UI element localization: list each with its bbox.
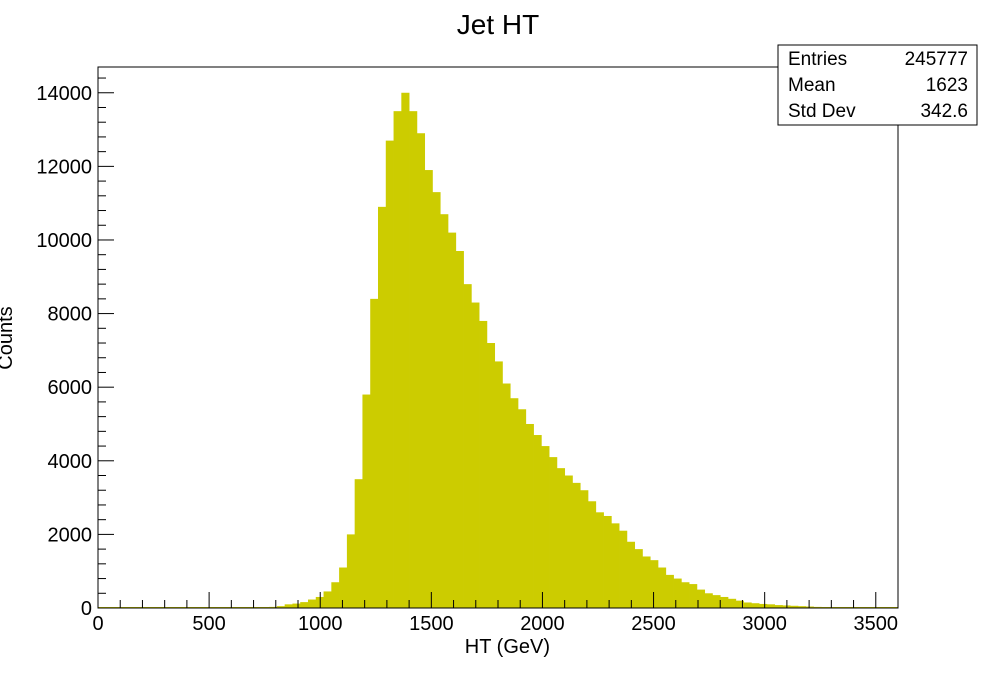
- histogram-bar: [424, 170, 433, 609]
- histogram-bar: [269, 606, 278, 608]
- histogram-bar: [432, 192, 441, 608]
- stats-label: Mean: [788, 75, 836, 96]
- stats-value: 342.6: [920, 101, 968, 122]
- x-axis-label: HT (GeV): [465, 636, 550, 658]
- stats-label: Entries: [788, 49, 847, 70]
- histogram-bar: [720, 596, 729, 608]
- chart-title: Jet HT: [457, 9, 539, 40]
- histogram-bar: [502, 383, 511, 608]
- y-tick-label: 12000: [36, 156, 92, 178]
- x-tick-label: 1500: [409, 613, 454, 635]
- histogram-bar: [401, 92, 410, 608]
- stats-label: Std Dev: [788, 101, 856, 122]
- histogram-bar: [572, 482, 581, 608]
- histogram-bar: [805, 606, 814, 608]
- histogram-bar: [370, 298, 379, 608]
- y-axis-label: Counts: [0, 306, 17, 369]
- histogram-bar: [611, 523, 620, 608]
- histogram-bar: [774, 605, 783, 608]
- x-tick-label: 2000: [520, 613, 565, 635]
- y-tick-label: 2000: [48, 524, 93, 546]
- histogram-bar: [712, 595, 721, 608]
- y-tick-label: 0: [81, 598, 92, 620]
- histogram-bar: [634, 549, 643, 608]
- histogram-bar: [284, 604, 293, 608]
- histogram-bar: [626, 541, 636, 608]
- histogram-bar: [556, 468, 566, 608]
- histogram-bar: [541, 446, 550, 608]
- histogram-bar: [766, 604, 776, 608]
- histogram-bar: [463, 284, 472, 608]
- y-tick-label: 6000: [48, 377, 93, 399]
- histogram-bar: [440, 214, 449, 608]
- y-tick-label: 8000: [48, 304, 93, 326]
- histogram-bar: [790, 605, 799, 608]
- stats-value: 245777: [905, 49, 968, 70]
- x-tick-label: 3000: [742, 613, 787, 635]
- y-axis-ticks: 0 2000 4000 6000 8000 10000 12000 14000: [36, 77, 114, 620]
- histogram-bar: [696, 589, 706, 608]
- histogram-bar: [448, 232, 457, 609]
- histogram-bar: [385, 140, 394, 609]
- y-tick-label: 14000: [36, 83, 92, 105]
- x-tick-label: 3500: [854, 613, 899, 635]
- histogram-bar: [362, 394, 371, 608]
- histogram-bar: [595, 512, 604, 608]
- histogram-bar: [751, 603, 760, 608]
- histogram-bar: [728, 598, 737, 608]
- histogram-bar: [308, 599, 317, 608]
- x-tick-label: 500: [192, 613, 225, 635]
- histogram-bar: [510, 398, 519, 608]
- histogram-bar: [658, 567, 667, 608]
- histogram-bar: [650, 560, 659, 608]
- histogram-bar: [588, 501, 597, 608]
- histogram-bar: [525, 423, 534, 608]
- histogram-bar: [354, 479, 363, 608]
- histogram-bar: [331, 582, 340, 608]
- histogram-bar: [759, 603, 768, 608]
- histogram-bar: [323, 591, 332, 608]
- histogram-bar: [798, 606, 807, 608]
- histogram-bar: [665, 574, 674, 608]
- histogram-bar: [704, 593, 713, 608]
- histogram-bar: [486, 343, 496, 608]
- x-axis-ticks: 0 500 1000 1500 2000 2500 3000 3500: [92, 592, 899, 635]
- histogram-bar: [479, 320, 488, 608]
- x-tick-label: 2500: [631, 613, 676, 635]
- histogram-bar: [580, 490, 589, 608]
- histogram-bar: [292, 603, 301, 608]
- histogram-bar: [346, 534, 356, 608]
- histogram-bar: [518, 409, 527, 608]
- histogram-bar: [642, 556, 651, 608]
- histogram-bar: [393, 111, 402, 608]
- histogram-bar: [689, 584, 698, 608]
- y-tick-label: 10000: [36, 230, 92, 252]
- histogram-bar: [455, 251, 464, 608]
- histogram-bar: [409, 111, 418, 608]
- histogram-bar: [533, 435, 542, 608]
- histogram-bar: [549, 457, 558, 608]
- histogram-bar: [276, 606, 286, 608]
- histogram-bar: [743, 602, 752, 608]
- histogram-bar: [494, 361, 503, 608]
- stats-box-frame: [777, 44, 978, 126]
- histogram-bar: [300, 602, 309, 608]
- stats-value: 1623: [926, 75, 968, 96]
- histogram-bar: [735, 600, 744, 608]
- x-tick-label: 0: [92, 613, 103, 635]
- histogram-bar: [416, 133, 426, 609]
- histogram-bar: [564, 475, 573, 608]
- y-tick-label: 4000: [48, 451, 93, 473]
- histogram-bar: [603, 515, 612, 608]
- histogram-bar: [673, 578, 682, 608]
- histogram-bar: [619, 530, 628, 608]
- histogram-bar: [681, 582, 690, 608]
- histogram-bar: [471, 302, 480, 608]
- x-tick-label: 1000: [298, 613, 343, 635]
- histogram-bar: [339, 567, 348, 608]
- stats-box: Entries 245777 Mean 1623 Std Dev 342.6: [777, 44, 978, 126]
- histogram-bar: [813, 606, 822, 608]
- histogram-bar: [378, 206, 387, 608]
